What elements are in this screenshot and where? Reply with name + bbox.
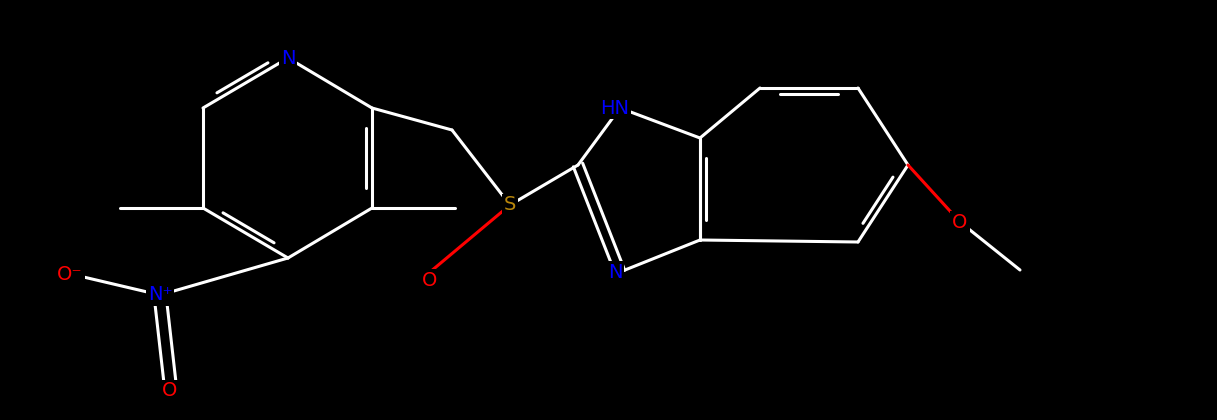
Text: O: O — [422, 270, 438, 289]
Text: N: N — [281, 48, 296, 68]
Text: O⁻: O⁻ — [57, 265, 83, 284]
Text: N: N — [607, 262, 622, 281]
Text: N⁺: N⁺ — [147, 286, 173, 304]
Text: O: O — [162, 381, 178, 401]
Text: S: S — [504, 195, 516, 215]
Text: HN: HN — [600, 99, 629, 118]
Text: O: O — [953, 213, 968, 231]
